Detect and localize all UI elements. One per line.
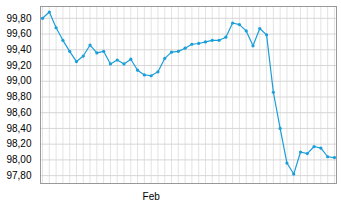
svg-text:99,20: 99,20 (6, 60, 31, 71)
svg-text:98,80: 98,80 (6, 91, 31, 102)
svg-text:99,40: 99,40 (6, 44, 31, 55)
svg-text:98,20: 98,20 (6, 138, 31, 149)
svg-text:Feb: Feb (143, 191, 161, 202)
svg-text:98,00: 98,00 (6, 154, 31, 165)
svg-text:99,00: 99,00 (6, 75, 31, 86)
svg-text:99,60: 99,60 (6, 28, 31, 39)
svg-text:97,80: 97,80 (6, 170, 31, 181)
svg-text:99,80: 99,80 (6, 12, 31, 23)
svg-text:98,40: 98,40 (6, 123, 31, 134)
svg-text:98,60: 98,60 (6, 107, 31, 118)
